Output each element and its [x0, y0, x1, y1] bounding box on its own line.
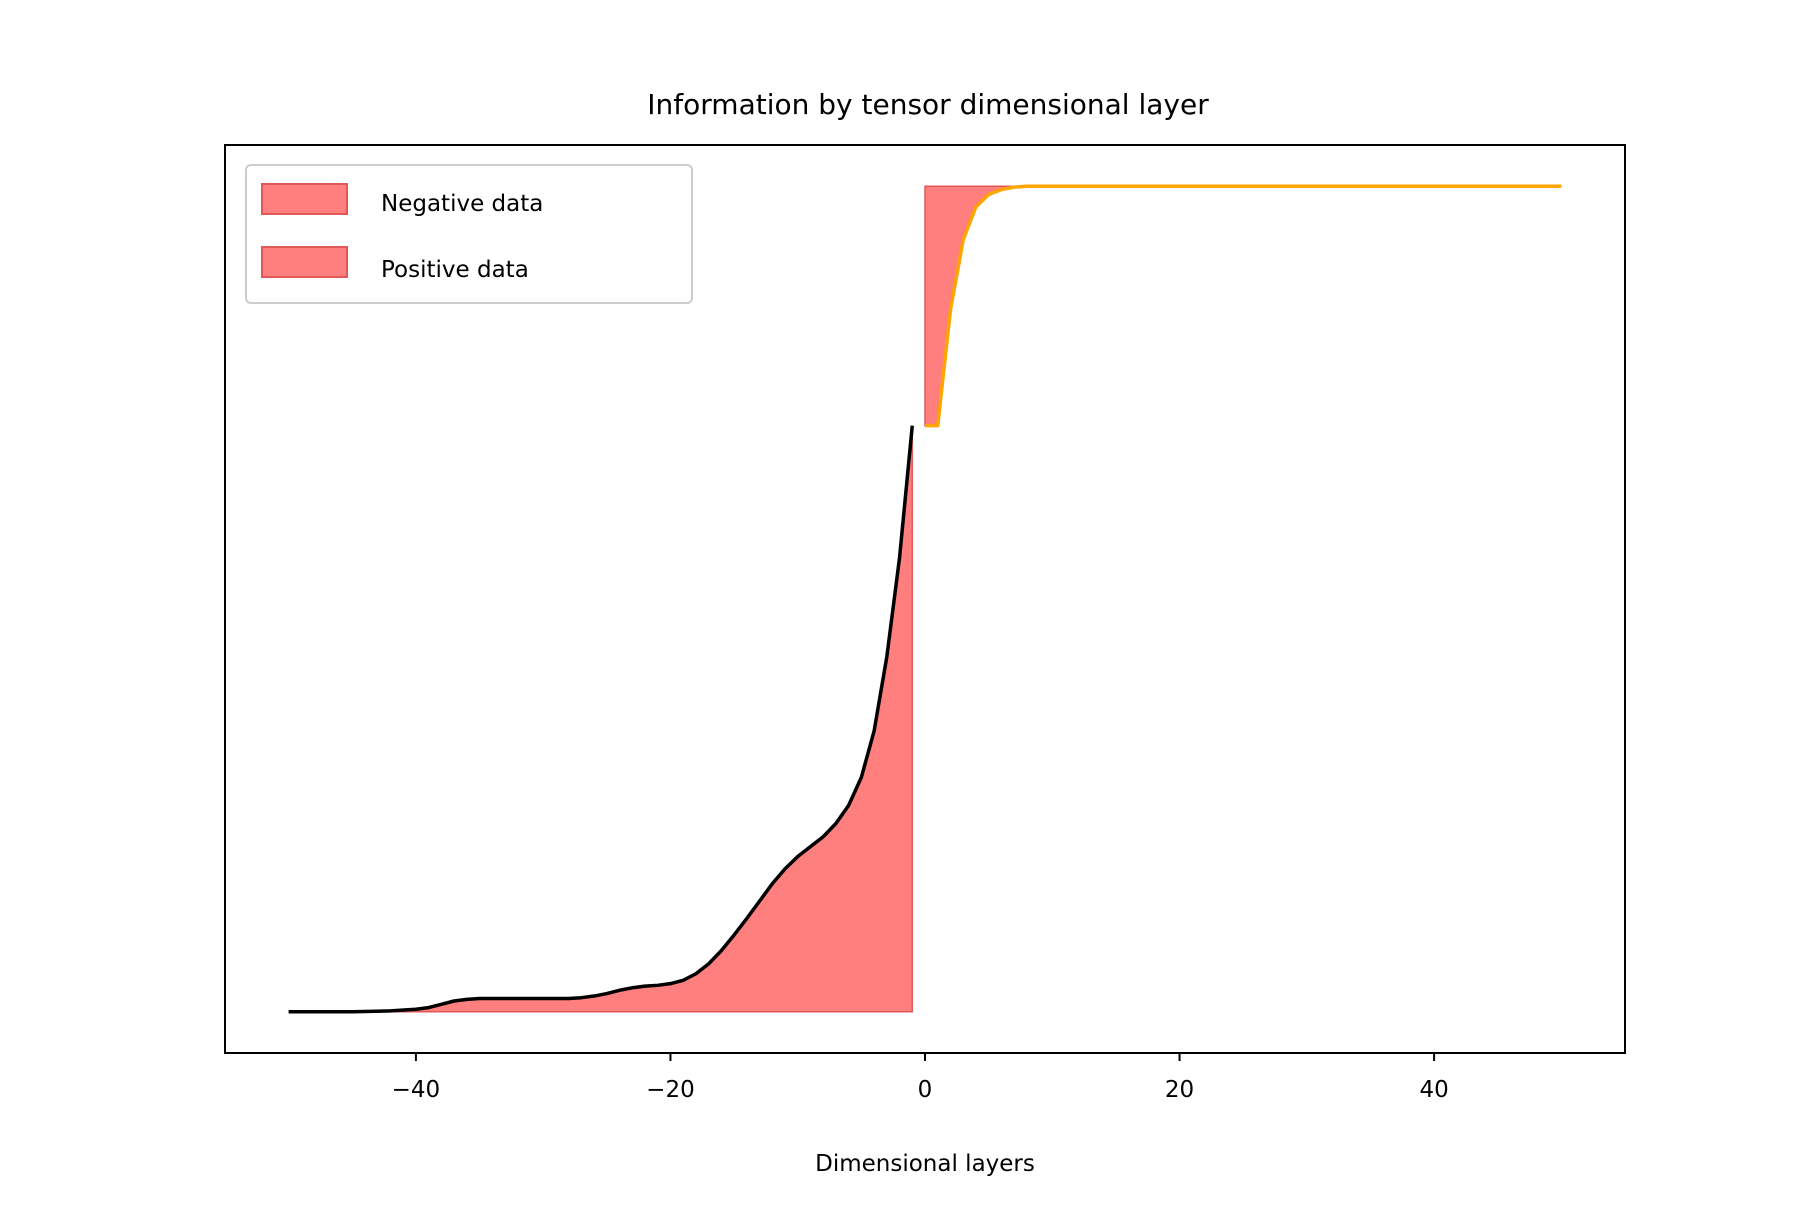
x-tick-label: 20 — [1165, 1077, 1194, 1103]
x-axis-label: Dimensional layers — [815, 1151, 1035, 1177]
x-tick-label: 0 — [918, 1077, 933, 1103]
positive-data-line — [925, 184, 1562, 428]
legend-label-positive: Positive data — [381, 257, 529, 283]
x-axis-ticks: −40 −20 0 20 40 — [392, 1053, 1449, 1103]
legend-box — [245, 164, 693, 304]
legend-label-negative: Negative data — [381, 191, 543, 217]
x-tick-label: −20 — [646, 1077, 695, 1103]
x-tick-label: 40 — [1419, 1077, 1448, 1103]
legend: Negative data Positive data — [245, 164, 693, 304]
legend-swatch-positive — [261, 246, 348, 278]
legend-swatch-negative — [261, 183, 348, 215]
plot-layer — [288, 184, 1562, 1014]
x-tick-label: −40 — [392, 1077, 441, 1103]
chart-title: Information by tensor dimensional layer — [647, 88, 1209, 121]
negative-data-line — [288, 425, 915, 1014]
